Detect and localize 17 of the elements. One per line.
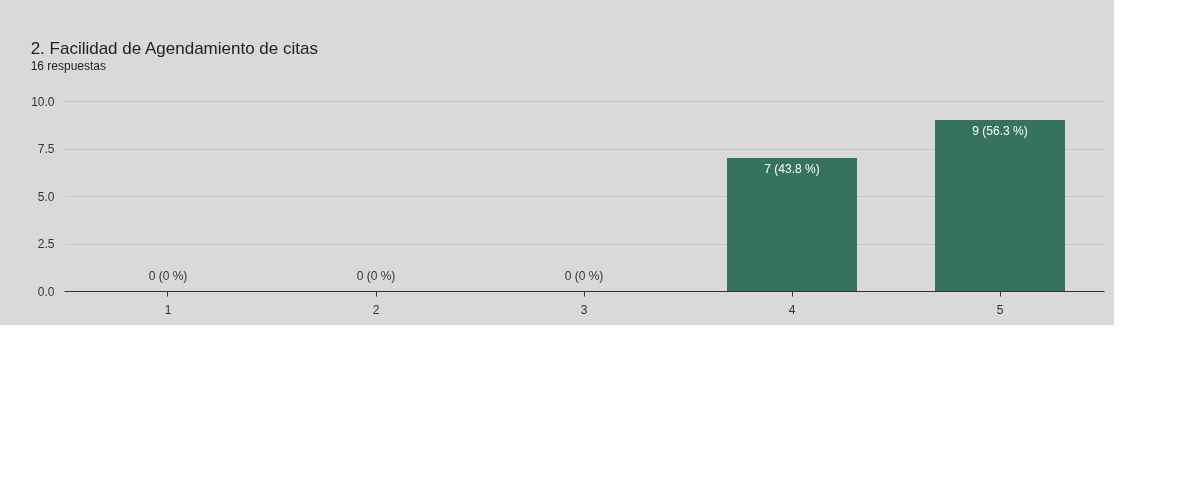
data-label: 0 (0 %) [356,269,396,283]
data-label: 7 (43.8 %) [764,162,820,176]
y-tick-label: 10.0 [31,94,55,109]
x-tick-label: 2 [372,302,380,317]
y-tick-label: 7.5 [37,142,55,156]
x-tick-label: 3 [580,302,588,317]
y-tick-label: 5.0 [37,189,55,204]
data-label: 9 (56.3 %) [972,124,1028,138]
x-tick-label: 5 [996,302,1004,317]
x-tick-label: 1 [164,302,172,317]
chart-subtitle: 16 respuestas [30,59,107,73]
chart-title: 2. Facilidad de Agendamiento de citas [30,39,318,58]
data-label: 0 (0 %) [148,269,188,283]
data-label: 0 (0 %) [564,269,604,283]
x-tick-label: 4 [788,302,796,317]
y-tick-label: 0.0 [37,284,55,299]
y-tick-label: 2.5 [37,237,55,251]
